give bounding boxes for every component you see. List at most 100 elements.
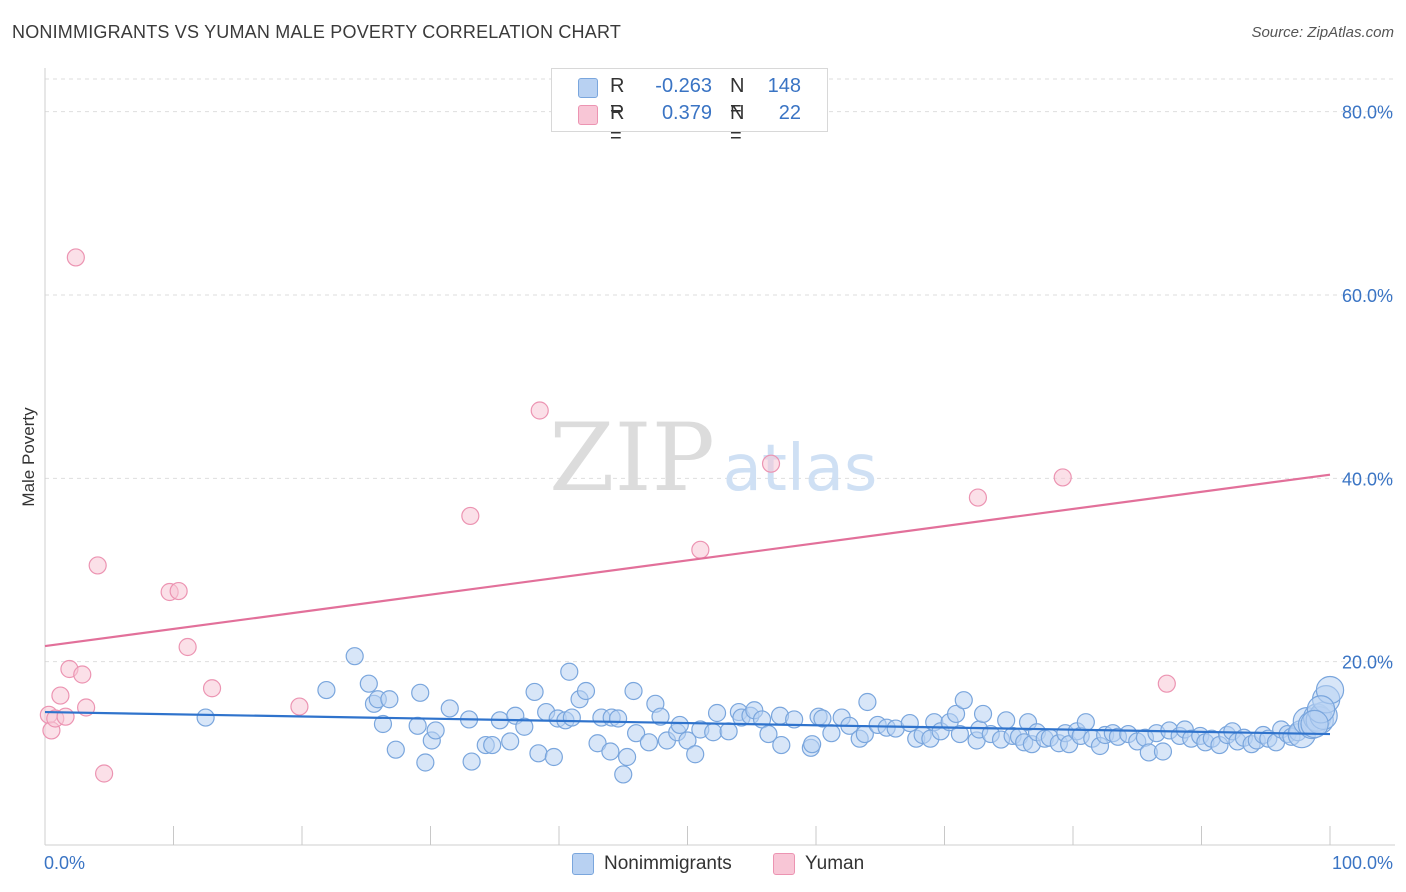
- data-point: [950, 724, 970, 744]
- data-point: [461, 506, 480, 526]
- watermark: ZIP atlas: [549, 404, 877, 513]
- y-tick-label: 60.0%: [1342, 286, 1393, 306]
- data-point: [759, 724, 778, 744]
- data-point: [1157, 674, 1176, 693]
- data-point: [483, 735, 502, 755]
- n-value: 148: [767, 75, 801, 97]
- data-point: [426, 721, 445, 740]
- r-label: R =: [610, 102, 625, 147]
- data-point: [618, 747, 637, 767]
- data-point: [670, 715, 689, 735]
- data-point: [997, 711, 1016, 730]
- watermark-zip: ZIP: [549, 404, 715, 513]
- data-point: [678, 731, 697, 750]
- data-point: [651, 707, 670, 726]
- trend-line-yuman: [44, 473, 1331, 648]
- data-point: [601, 742, 620, 761]
- data-point: [440, 699, 459, 718]
- n-label: N =: [730, 75, 745, 120]
- legend-swatch-blue: [578, 78, 598, 98]
- data-point: [691, 540, 710, 559]
- tick-labels: 20.0% 40.0% 60.0% 80.0% 0.0% 100.0%: [44, 103, 1393, 873]
- y-tick-label: 40.0%: [1342, 469, 1393, 489]
- data-point: [56, 707, 75, 726]
- series-legend: Nonimmigrants Yuman: [0, 852, 1406, 878]
- legend-swatch-blue: [572, 853, 594, 875]
- correlation-legend: R = -0.263 N = 148 R = 0.379 N = 22: [551, 68, 828, 147]
- data-point: [686, 745, 705, 764]
- legend-label: Nonimmigrants: [604, 853, 732, 874]
- data-point: [576, 681, 596, 701]
- data-point: [525, 682, 544, 702]
- y-axis-label: Male Poverty: [19, 407, 38, 507]
- data-point: [290, 697, 309, 716]
- data-point: [704, 723, 723, 742]
- data-point: [803, 735, 822, 754]
- n-label: N =: [730, 102, 745, 147]
- x-tick-label: 0.0%: [44, 853, 85, 873]
- data-point: [196, 708, 215, 727]
- data-point: [317, 680, 336, 700]
- data-point: [345, 647, 364, 666]
- data-point: [529, 744, 548, 763]
- n-value: 22: [778, 102, 801, 124]
- r-value: -0.263: [655, 75, 712, 97]
- data-point: [1053, 468, 1072, 487]
- data-point: [501, 732, 520, 751]
- data-point: [515, 717, 534, 736]
- data-point: [858, 692, 877, 712]
- data-point: [946, 704, 966, 724]
- data-point: [900, 713, 919, 733]
- data-point: [1300, 709, 1329, 739]
- data-point: [707, 703, 727, 723]
- trend-line-nonimmigrants: [44, 710, 1331, 736]
- legend-swatch-pink: [773, 853, 795, 875]
- data-point: [408, 716, 427, 735]
- axes: [44, 68, 1395, 846]
- data-point: [562, 708, 581, 727]
- data-point: [624, 681, 643, 701]
- data-point: [359, 674, 378, 693]
- legend-swatch-pink: [578, 105, 598, 125]
- data-point: [373, 714, 393, 734]
- data-point: [588, 734, 607, 753]
- data-point: [761, 454, 781, 473]
- data-point: [822, 724, 841, 743]
- data-point: [88, 556, 107, 575]
- data-point: [544, 747, 563, 767]
- data-point: [73, 665, 92, 684]
- data-point: [380, 690, 399, 709]
- chart-title: NONIMMIGRANTS VS YUMAN MALE POVERTY CORR…: [12, 22, 622, 42]
- data-point: [609, 709, 628, 728]
- data-point: [386, 740, 405, 759]
- yuman-points: [39, 248, 1176, 783]
- data-point: [95, 764, 114, 783]
- x-tick-label: 100.0%: [1332, 853, 1393, 873]
- trend-lines: [44, 473, 1331, 736]
- data-point: [560, 662, 579, 681]
- data-point: [719, 722, 738, 741]
- data-point: [202, 679, 222, 698]
- data-point: [530, 401, 549, 420]
- data-point: [968, 488, 988, 507]
- data-point: [785, 710, 804, 729]
- data-point: [1076, 713, 1095, 732]
- data-point: [772, 735, 791, 755]
- watermark-atlas: atlas: [723, 432, 878, 506]
- data-point: [178, 637, 197, 657]
- source-label: Source: ZipAtlas.com: [1251, 24, 1394, 41]
- data-point: [973, 704, 993, 724]
- data-point: [462, 752, 481, 771]
- data-point: [1153, 742, 1173, 761]
- data-point: [626, 724, 646, 743]
- data-point: [639, 733, 659, 752]
- grid-lines: [45, 78, 1395, 663]
- r-label: R =: [610, 75, 625, 120]
- data-point: [411, 683, 430, 702]
- data-point: [51, 686, 70, 705]
- data-point: [169, 581, 188, 601]
- r-value: 0.379: [661, 102, 712, 124]
- y-tick-label: 20.0%: [1342, 653, 1393, 673]
- y-tick-label: 80.0%: [1342, 103, 1393, 123]
